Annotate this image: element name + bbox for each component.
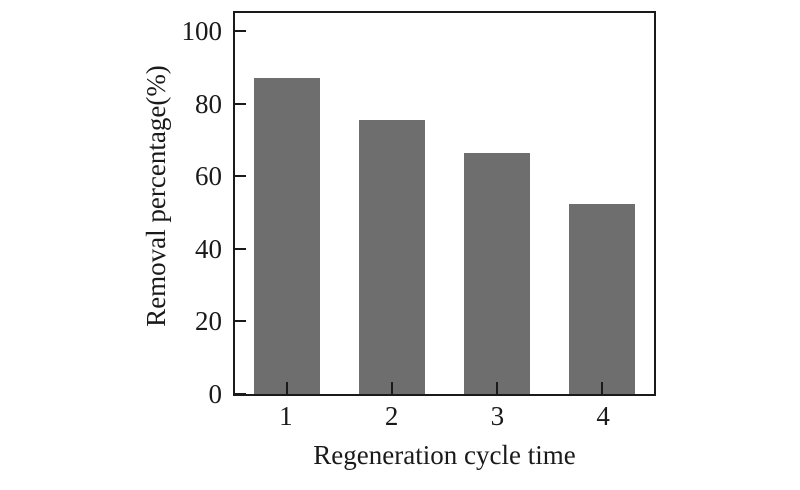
y-tick bbox=[235, 30, 246, 33]
y-tick-label: 20 bbox=[195, 306, 222, 337]
bar-cycle-2 bbox=[359, 120, 426, 394]
y-tick-label: 80 bbox=[195, 88, 222, 119]
y-tick-label: 40 bbox=[195, 233, 222, 264]
x-tick bbox=[286, 382, 289, 394]
y-tick-label: 60 bbox=[195, 161, 222, 192]
bar-cycle-1 bbox=[254, 78, 321, 394]
x-tick-label: 3 bbox=[490, 401, 505, 431]
x-axis-title: Regeneration cycle time bbox=[313, 440, 576, 470]
bar-slot-2 bbox=[340, 13, 445, 394]
bars-container bbox=[235, 13, 654, 394]
y-tick bbox=[235, 320, 246, 323]
x-tick-labels-container: 1 2 3 4 bbox=[233, 402, 656, 430]
y-tick bbox=[235, 247, 246, 250]
x-tick bbox=[495, 382, 498, 394]
x-tick-label: 4 bbox=[596, 401, 610, 431]
y-tick-label: 100 bbox=[181, 16, 223, 47]
x-tick-label: 1 bbox=[279, 401, 293, 431]
x-tick bbox=[600, 382, 603, 394]
y-tick bbox=[235, 393, 246, 395]
y-tick bbox=[235, 102, 246, 105]
bar-cycle-4 bbox=[568, 203, 635, 394]
plot-area bbox=[233, 11, 656, 396]
bar-slot-1 bbox=[235, 13, 340, 394]
y-tick-label: 0 bbox=[208, 379, 223, 409]
bar-slot-4 bbox=[549, 13, 654, 394]
x-tick bbox=[391, 382, 394, 394]
x-tick-label: 2 bbox=[384, 401, 399, 431]
y-tick bbox=[235, 175, 246, 178]
bar-cycle-3 bbox=[463, 152, 530, 394]
bar-slot-3 bbox=[445, 13, 550, 394]
